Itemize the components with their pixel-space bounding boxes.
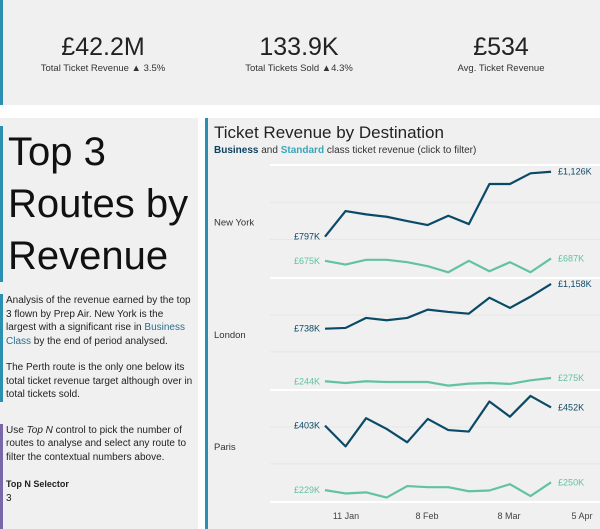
subtitle-text: and <box>258 145 281 156</box>
top-n-help: Use Top N control to pick the number of … <box>0 423 198 529</box>
kpi-label: Avg. Ticket Revenue <box>457 63 545 74</box>
line-chart[interactable]: New York £797K £1,126K £675K £687K London £738… <box>208 118 600 529</box>
desc-text: Analysis of the revenue earned by the to… <box>6 295 191 333</box>
top-n-selector-label: Top N Selector <box>6 479 69 489</box>
top-n-selector[interactable]: 3 <box>6 492 12 504</box>
row-label-paris: Paris <box>214 442 236 453</box>
standard-legend[interactable]: Standard <box>280 145 325 156</box>
revenue-chart-panel: Ticket Revenue by Destination Business a… <box>205 118 600 529</box>
series-line-standard[interactable] <box>324 257 552 274</box>
x-tick-label: 8 Feb <box>415 511 438 521</box>
series-line-business[interactable] <box>324 170 552 238</box>
end-label: £687K <box>558 253 584 263</box>
kpi-value: £534 <box>473 33 529 61</box>
series-line-standard[interactable] <box>324 481 552 499</box>
end-label: £452K <box>558 402 584 412</box>
x-tick-label: 8 Mar <box>497 511 520 521</box>
kpi-label: Total Ticket Revenue ▲ 3.5% <box>40 63 166 74</box>
kpi-tickets-sold[interactable]: 133.9K Total Tickets Sold ▲4.3% <box>199 33 399 74</box>
business-legend[interactable]: Business <box>214 145 259 156</box>
kpi-avg-revenue[interactable]: £534 Avg. Ticket Revenue <box>401 33 600 74</box>
start-label: £244K <box>294 376 320 386</box>
subtitle-text: class ticket revenue (click to filter) <box>324 145 477 156</box>
kpi-value: £42.2M <box>61 33 145 61</box>
x-tick-label: 11 Jan <box>333 511 359 521</box>
desc-text: by the end of period analysed. <box>31 335 168 347</box>
help-text: Use <box>6 424 27 436</box>
start-label: £675K <box>294 256 320 266</box>
desc-text-2: The Perth route is the only one below it… <box>6 362 193 400</box>
business-class-link: Business Class <box>6 322 185 347</box>
help-text-em: Top N <box>26 424 53 436</box>
help-text: control to pick the number of routes to … <box>6 424 187 463</box>
chart-title: Ticket Revenue by Destination <box>214 123 444 142</box>
row-label-new-york: New York <box>214 218 254 229</box>
info-panel: Top 3 Routes by Revenue Analysis of the … <box>0 118 198 529</box>
end-label: £1,126K <box>558 167 592 177</box>
start-label: £229K <box>294 485 320 495</box>
kpi-value: 133.9K <box>259 33 339 61</box>
page-title: Top 3 Routes by Revenue <box>0 126 196 282</box>
row-label-london: London <box>214 330 246 341</box>
start-label: £738K <box>294 324 320 334</box>
start-label: £403K <box>294 421 320 431</box>
end-label: £1,158K <box>558 279 592 289</box>
end-label: £250K <box>558 477 584 487</box>
description: Analysis of the revenue earned by the to… <box>0 294 196 402</box>
start-label: £797K <box>294 232 320 242</box>
kpi-label: Total Tickets Sold ▲4.3% <box>245 63 353 74</box>
series-line-business[interactable] <box>324 394 552 448</box>
series-line-business[interactable] <box>324 283 552 330</box>
x-tick-label: 5 Apr <box>571 511 592 521</box>
end-label: £275K <box>558 373 584 383</box>
kpi-bar: £42.2M Total Ticket Revenue ▲ 3.5% 133.9… <box>0 0 600 105</box>
kpi-total-revenue[interactable]: £42.2M Total Ticket Revenue ▲ 3.5% <box>3 33 203 74</box>
chart-subtitle: Business and Standard class ticket reven… <box>214 145 476 156</box>
series-line-standard[interactable] <box>324 376 552 387</box>
